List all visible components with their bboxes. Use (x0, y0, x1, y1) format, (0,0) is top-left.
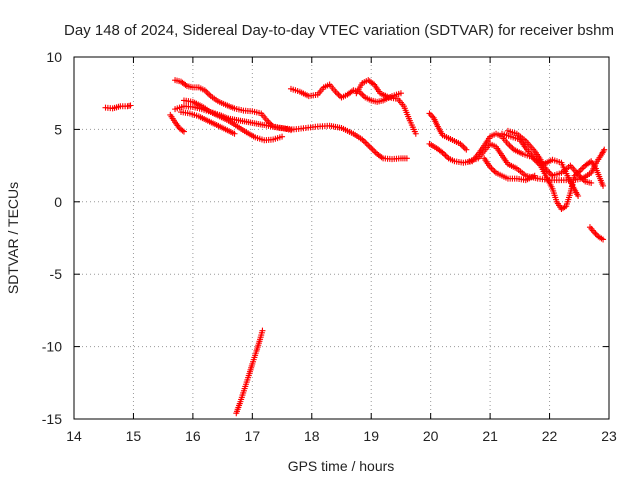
y-tick-label: 5 (54, 121, 62, 137)
data-point (488, 165, 495, 172)
x-tick-label: 21 (482, 428, 498, 444)
grid-lines (74, 57, 609, 419)
data-series-arc7 (287, 81, 404, 105)
data-point (601, 146, 608, 153)
data-series-arc6 (178, 109, 238, 137)
data-point (259, 327, 266, 334)
data-point (579, 165, 586, 172)
data-series-arc2 (167, 111, 187, 135)
y-tick-label: -15 (42, 411, 62, 427)
data-series-arc8 (353, 77, 419, 137)
data-point (575, 193, 582, 200)
data-point (179, 127, 186, 134)
data-marks (102, 77, 608, 417)
data-point (363, 140, 370, 147)
data-series-arc4 (172, 77, 294, 134)
y-axis: -15 -10 -5 0 5 10 (42, 49, 609, 427)
x-tick-label: 14 (66, 428, 82, 444)
data-series-arc16 (233, 327, 266, 417)
data-point (506, 142, 513, 149)
data-point (531, 172, 538, 179)
data-point (206, 91, 213, 98)
x-tick-label: 22 (542, 428, 558, 444)
x-tick-label: 17 (245, 428, 261, 444)
data-point (365, 142, 372, 149)
data-point (279, 133, 286, 140)
plot-frame (73, 56, 610, 420)
data-point (403, 155, 410, 162)
x-tick-label: 16 (185, 428, 201, 444)
x-tick-label: 20 (423, 428, 439, 444)
data-point (397, 90, 404, 97)
data-point (426, 110, 433, 117)
y-tick-label: -10 (42, 339, 62, 355)
data-point (362, 139, 369, 146)
x-axis-label: GPS time / hours (288, 458, 395, 474)
data-series-arc15 (586, 224, 607, 243)
data-point (427, 111, 434, 118)
y-tick-label: 0 (54, 194, 62, 210)
data-point (429, 113, 436, 120)
data-point (591, 229, 598, 236)
x-axis: 14 15 16 17 18 19 20 21 22 23 (66, 57, 617, 444)
y-axis-label: SDTVAR / TECUs (5, 182, 21, 294)
data-point (461, 145, 468, 152)
data-point (460, 143, 467, 150)
y-tick-label: 10 (46, 49, 62, 65)
data-point (600, 236, 607, 243)
x-tick-label: 19 (363, 428, 379, 444)
data-point (368, 145, 375, 152)
data-point (592, 230, 599, 237)
data-point (371, 148, 378, 155)
data-point (359, 91, 366, 98)
data-series-arc14 (481, 155, 538, 184)
data-point (463, 146, 470, 153)
data-point (287, 127, 294, 134)
data-point (442, 152, 449, 159)
chart-title: Day 148 of 2024, Sidereal Day-to-day VTE… (64, 22, 614, 39)
data-point (600, 148, 607, 155)
data-point (369, 146, 376, 153)
x-tick-label: 18 (304, 428, 320, 444)
data-point (204, 90, 211, 97)
data-point (588, 179, 595, 186)
data-series-arc13 (499, 130, 582, 200)
x-tick-label: 23 (601, 428, 617, 444)
data-series-arc5 (180, 97, 286, 144)
y-tick-label: -5 (50, 266, 63, 282)
data-point (180, 128, 187, 135)
data-series-arc9 (426, 110, 470, 153)
data-point (490, 166, 497, 173)
data-point (548, 171, 555, 178)
data-point (334, 90, 341, 97)
data-point (600, 182, 607, 189)
data-point (231, 130, 238, 137)
x-tick-label: 15 (126, 428, 142, 444)
data-point (412, 130, 419, 137)
data-point (127, 102, 134, 109)
data-series-arc11 (466, 140, 608, 184)
data-series-arc1 (102, 102, 134, 112)
data-series-arc10 (426, 130, 607, 213)
data-point (507, 143, 514, 150)
data-point (366, 143, 373, 150)
